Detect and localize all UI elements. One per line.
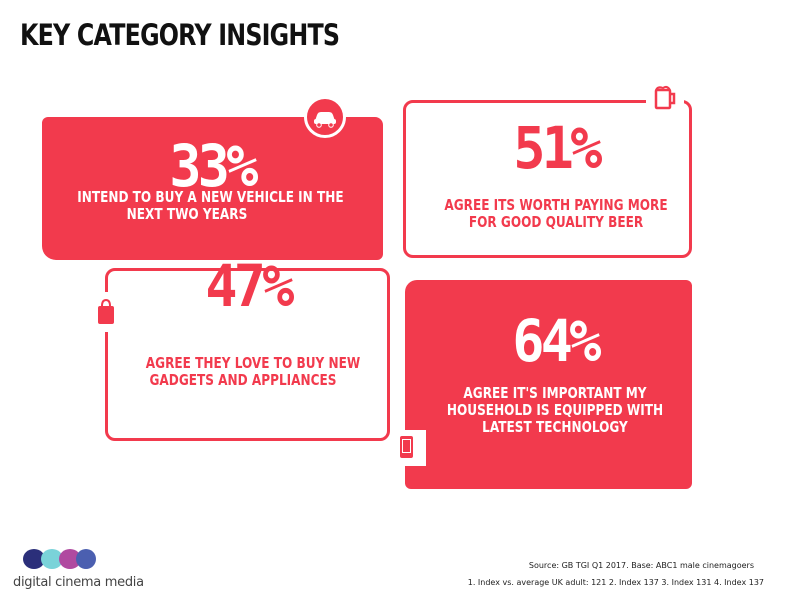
vehicle-text-line1: INTEND TO BUY A NEW VEHICLE IN THE bbox=[77, 188, 344, 206]
insight-card-technology: 64% AGREE IT'S IMPORTANT MY HOUSEHOLD IS… bbox=[405, 280, 692, 489]
vehicle-text-line2: NEXT TWO YEARS bbox=[126, 205, 248, 223]
source-note: Source: GB TGI Q1 2017. Base: ABC1 male … bbox=[528, 561, 754, 570]
beer-text-line1: AGREE ITS WORTH PAYING MORE bbox=[444, 196, 668, 214]
gadgets-text-line2: GADGETS AND APPLIANCES bbox=[149, 371, 337, 389]
insight-card-beer: 51% AGREE ITS WORTH PAYING MORE FOR GOOD… bbox=[403, 100, 692, 258]
technology-text-line1: AGREE IT'S IMPORTANT MY bbox=[463, 384, 647, 402]
car-icon bbox=[304, 96, 346, 138]
vehicle-percent: 33% bbox=[169, 132, 258, 200]
gadgets-percent: 47% bbox=[205, 252, 294, 320]
technology-text-line2: HOUSEHOLD IS EQUIPPED WITH bbox=[446, 401, 664, 419]
logo-text: digital cinema media bbox=[13, 575, 144, 590]
insight-card-gadgets: 47% AGREE THEY LOVE TO BUY NEW GADGETS A… bbox=[105, 257, 390, 441]
dcm-logo bbox=[20, 545, 100, 573]
beer-percent: 51% bbox=[513, 114, 602, 182]
page-title: KEY CATEGORY INSIGHTS bbox=[20, 18, 340, 52]
technology-text-line3: LATEST TECHNOLOGY bbox=[482, 418, 628, 436]
phone-icon bbox=[390, 430, 426, 466]
beer-text-line2: FOR GOOD QUALITY BEER bbox=[468, 213, 644, 231]
shopping-bag-icon bbox=[86, 292, 126, 332]
insight-card-vehicle: 33% INTEND TO BUY A NEW VEHICLE IN THE N… bbox=[42, 117, 383, 260]
index-note: 1. Index vs. average UK adult: 121 2. In… bbox=[467, 578, 764, 587]
technology-percent: 64% bbox=[512, 307, 601, 375]
gadgets-text-line1: AGREE THEY LOVE TO BUY NEW bbox=[145, 354, 361, 372]
beer-icon bbox=[646, 80, 684, 118]
